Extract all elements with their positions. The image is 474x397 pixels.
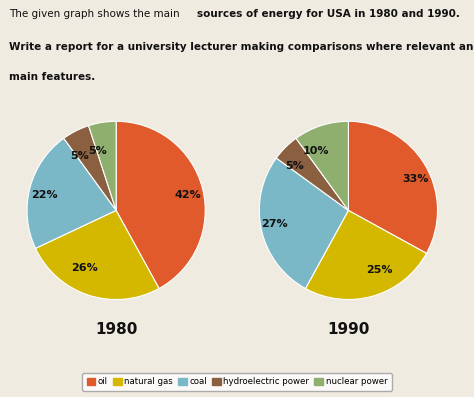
- Title: 1990: 1990: [327, 322, 370, 337]
- Text: 5%: 5%: [285, 161, 304, 171]
- Text: 33%: 33%: [402, 173, 428, 184]
- Wedge shape: [259, 158, 348, 289]
- Title: 1980: 1980: [95, 322, 137, 337]
- Legend: oil, natural gas, coal, hydroelectric power, nuclear power: oil, natural gas, coal, hydroelectric po…: [82, 373, 392, 391]
- Text: 22%: 22%: [31, 190, 57, 200]
- Wedge shape: [89, 121, 116, 210]
- Wedge shape: [305, 210, 427, 299]
- Text: The given graph shows the main: The given graph shows the main: [9, 9, 183, 19]
- Text: 26%: 26%: [71, 263, 97, 273]
- Text: 27%: 27%: [261, 219, 288, 229]
- Text: 42%: 42%: [175, 190, 201, 200]
- Wedge shape: [276, 138, 348, 210]
- Wedge shape: [64, 126, 116, 210]
- Wedge shape: [27, 138, 116, 249]
- Wedge shape: [348, 121, 438, 253]
- Wedge shape: [296, 121, 348, 210]
- Wedge shape: [116, 121, 205, 289]
- Text: 10%: 10%: [302, 146, 329, 156]
- Text: sources of energy for USA in 1980 and 1990.: sources of energy for USA in 1980 and 19…: [197, 9, 460, 19]
- Wedge shape: [36, 210, 159, 299]
- Text: Write a report for a university lecturer making comparisons where relevant and r: Write a report for a university lecturer…: [9, 42, 474, 52]
- Text: main features.: main features.: [9, 71, 96, 82]
- Text: 5%: 5%: [70, 151, 89, 162]
- Text: 5%: 5%: [88, 146, 107, 156]
- Text: 25%: 25%: [366, 265, 392, 275]
